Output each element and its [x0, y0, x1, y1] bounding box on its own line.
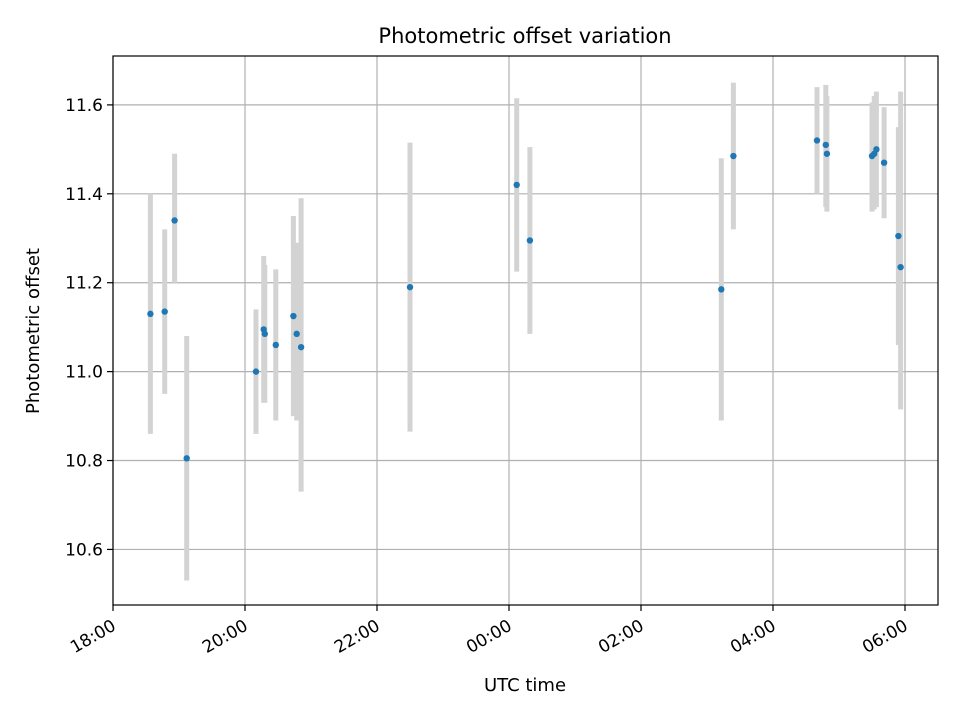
- y-tick-label: 11.2: [65, 274, 103, 294]
- data-point: [293, 330, 300, 338]
- y-tick-label: 10.6: [65, 540, 103, 560]
- grid: [112, 56, 938, 605]
- y-tick-label: 11.0: [65, 363, 103, 383]
- y-tick-label: 11.4: [65, 185, 103, 205]
- data-point: [873, 146, 880, 153]
- data-point: [823, 150, 831, 157]
- data-point: [718, 286, 725, 293]
- data-point: [183, 455, 190, 462]
- data-point: [880, 159, 888, 166]
- data-point: [897, 263, 904, 271]
- data-point: [252, 368, 260, 375]
- data-point: [147, 310, 154, 318]
- plot-area: [113, 56, 938, 605]
- data-point: [813, 137, 821, 144]
- plot-frame: [112, 55, 939, 606]
- data-point: [297, 343, 305, 351]
- data-point: [822, 141, 829, 149]
- data-point: [895, 232, 902, 240]
- data-point: [526, 237, 534, 244]
- y-axis-ticks: 10.6 10.8 11.0 11.2 11.4 11.6: [65, 96, 113, 560]
- data-point: [171, 217, 178, 224]
- data-point: [290, 312, 297, 320]
- chart-title: Photometric offset variation: [378, 24, 671, 48]
- data-points: [147, 137, 904, 462]
- data-point: [261, 330, 268, 338]
- y-axis-label: Photometric offset: [23, 248, 44, 414]
- y-tick-label: 10.8: [65, 452, 103, 472]
- x-axis-label: UTC time: [484, 675, 566, 696]
- data-point: [272, 341, 279, 349]
- y-tick-label: 11.6: [65, 96, 103, 116]
- data-point: [513, 181, 520, 189]
- data-point: [161, 308, 168, 315]
- data-point: [406, 283, 414, 291]
- data-point: [730, 152, 737, 160]
